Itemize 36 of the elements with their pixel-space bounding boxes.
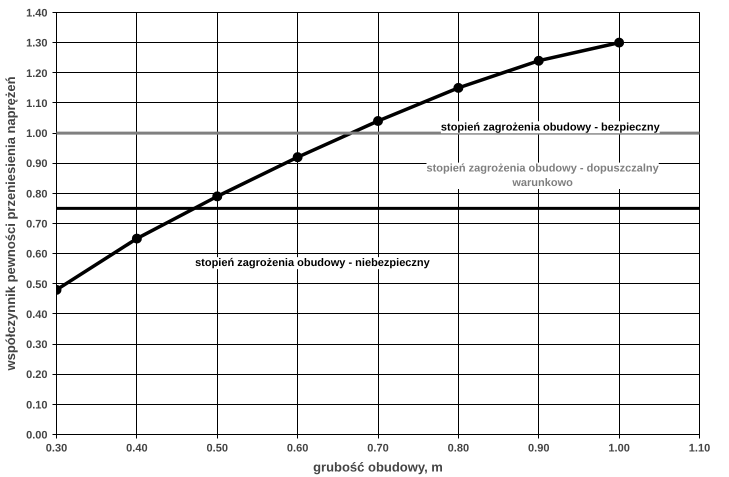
y-tick-label: 1.40 [26, 8, 48, 20]
x-tick-label: 0.70 [367, 442, 389, 454]
y-tick-label: 0.10 [26, 399, 48, 412]
y-tick-label: 0.30 [26, 339, 48, 352]
point [373, 116, 383, 126]
point [614, 38, 624, 48]
y-tick-label: 1.10 [26, 98, 48, 110]
point [212, 191, 222, 202]
annotation: stopień zagrożenia obudowy - niebezpieczny [195, 257, 431, 270]
x-tick-label: 1.00 [608, 442, 630, 454]
x-tick-label: 0.40 [126, 442, 148, 454]
y-axis-title: współczynnik pewności przeniesienia naprężeń [3, 76, 18, 372]
y-tick-label: 1.00 [26, 128, 48, 140]
point [132, 234, 142, 244]
x-tick-label: 0.90 [528, 442, 550, 454]
x-tick-label: 0.60 [286, 442, 308, 454]
x-tick-label: 0.30 [46, 442, 68, 454]
y-tick-label: 1.20 [26, 68, 48, 80]
y-tick-label: 0.70 [26, 218, 48, 230]
x-tick-label: 1.10 [688, 442, 710, 454]
x-tick-label: 0.50 [206, 442, 228, 454]
y-tick-label: 0.20 [26, 369, 48, 382]
y-tick-label: 1.30 [26, 38, 48, 50]
y-tick-label: 0.60 [26, 248, 48, 261]
point [534, 56, 544, 66]
y-tick-label: 0.80 [26, 188, 48, 200]
point [292, 152, 303, 162]
y-tick-label: 0.40 [26, 308, 48, 321]
y-tick-label: 0.50 [26, 278, 48, 291]
x-tick-label: 0.80 [448, 442, 470, 454]
x-axis-title: grubość obudowy, m [313, 460, 443, 474]
annotation: stopień zagrożenia obudowy - bezpieczny [440, 121, 661, 134]
y-tick-label: 0.90 [26, 158, 48, 170]
y-tick-label: 0.00 [26, 430, 48, 442]
annotation: stopień zagrożenia obudowy - dopuszczalny warunkowo [426, 162, 660, 190]
point [453, 82, 464, 93]
